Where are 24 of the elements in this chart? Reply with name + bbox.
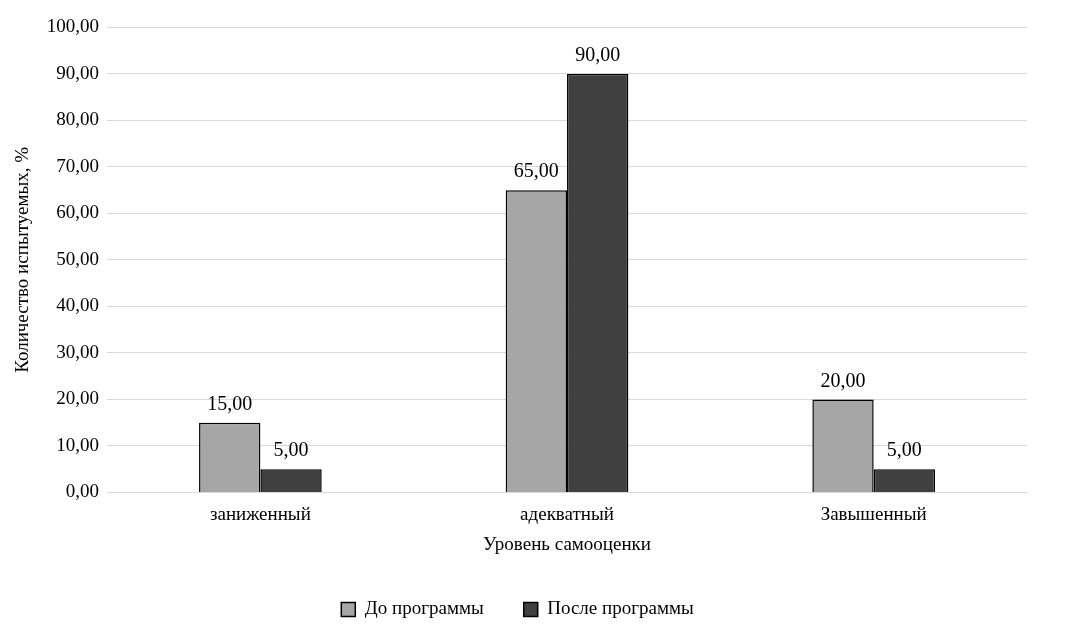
- data-label: 90,00: [575, 43, 621, 66]
- x-axis-title: Уровень самооценки: [483, 532, 651, 554]
- data-label: 65,00: [513, 159, 559, 182]
- x-tick-label: адекватный: [520, 502, 614, 524]
- y-tick-label: 60,00: [56, 201, 100, 223]
- y-tick-label: 40,00: [56, 294, 100, 316]
- y-axis-title: Количество испытуемых, %: [11, 146, 33, 373]
- x-tick-label: Завышенный: [820, 502, 927, 524]
- y-tick-label: 80,00: [56, 108, 100, 130]
- legend-label: После программы: [547, 597, 694, 619]
- y-tick-label: 100,00: [46, 15, 100, 37]
- data-label: 5,00: [273, 438, 309, 461]
- y-tick-label: 50,00: [56, 247, 100, 269]
- y-tick-label: 20,00: [56, 387, 100, 409]
- y-tick-label: 30,00: [56, 340, 100, 362]
- data-label: 20,00: [820, 368, 866, 391]
- y-tick-label: 10,00: [56, 433, 100, 455]
- y-tick-label: 70,00: [56, 154, 100, 176]
- y-tick-label: 0,00: [65, 480, 100, 502]
- x-tick-label: заниженный: [209, 502, 311, 524]
- data-label: 15,00: [207, 391, 253, 414]
- legend-label: До программы: [364, 597, 484, 619]
- y-tick-label: 90,00: [56, 61, 100, 83]
- data-label: 5,00: [886, 438, 922, 461]
